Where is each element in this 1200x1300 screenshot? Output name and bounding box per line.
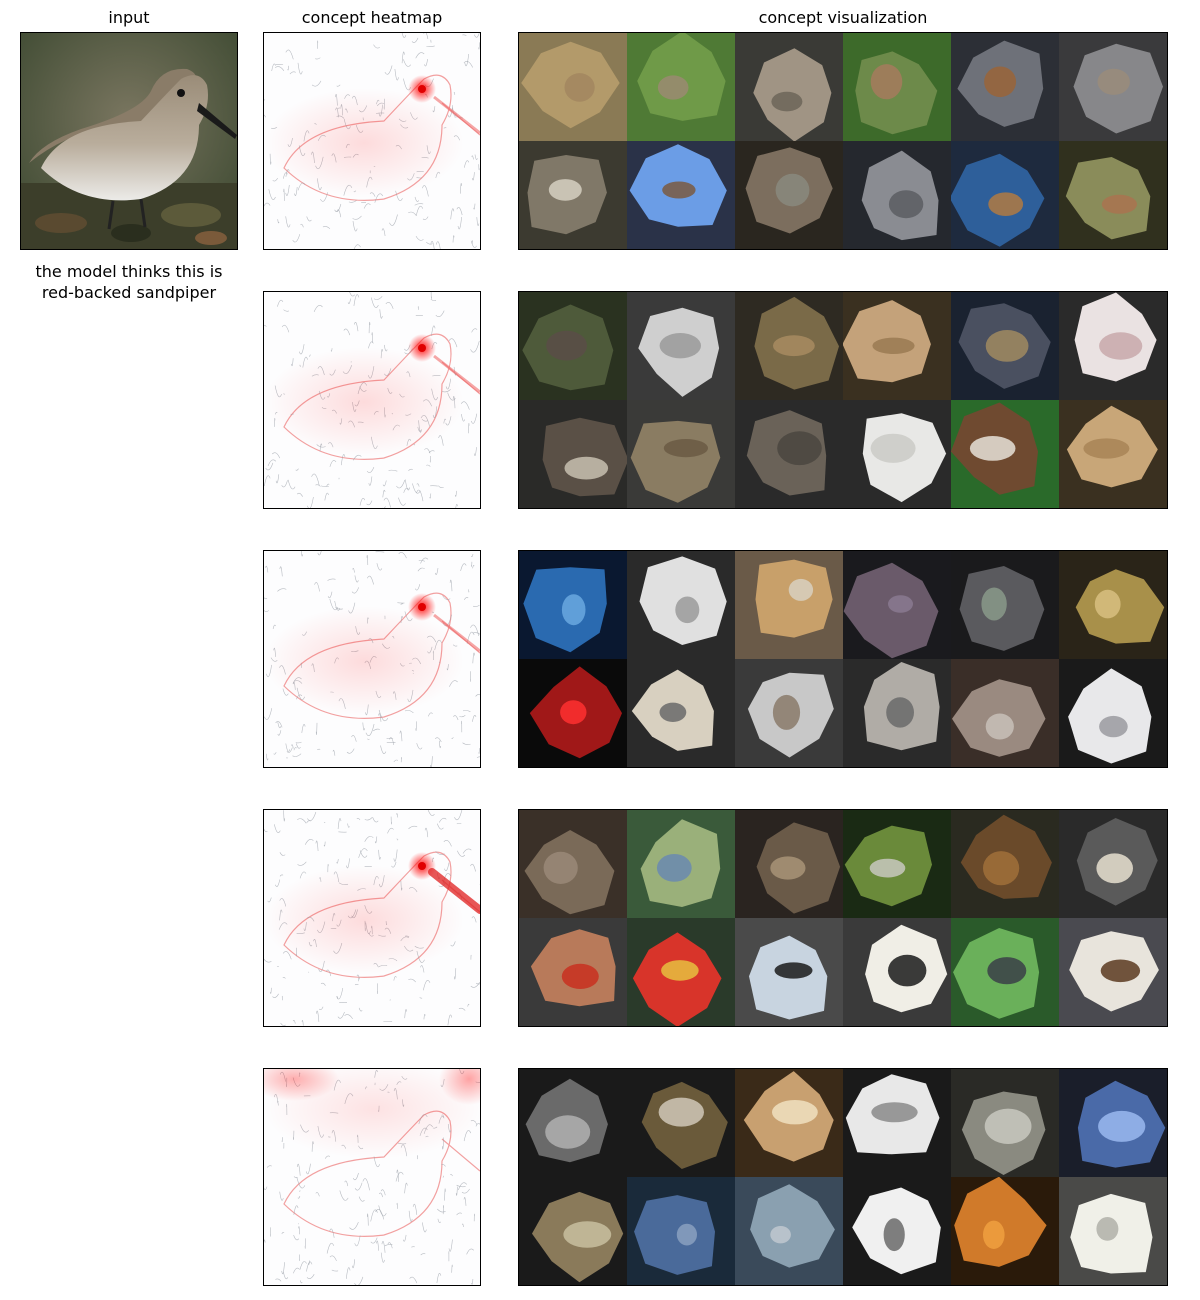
- example-patch: [951, 33, 1059, 141]
- concept-heatmap: [263, 291, 481, 509]
- example-patch: [1059, 1177, 1167, 1285]
- example-patch: [843, 141, 951, 249]
- example-patch: [843, 659, 951, 767]
- concept-heatmap: [263, 1068, 481, 1286]
- example-patch: [951, 551, 1059, 659]
- example-patch: [1059, 400, 1167, 508]
- example-patch: [951, 659, 1059, 767]
- example-patch: [519, 292, 627, 400]
- example-patch: [1059, 33, 1167, 141]
- example-patch: [843, 33, 951, 141]
- example-patch: [519, 659, 627, 767]
- example-patch: [735, 33, 843, 141]
- example-patch: [951, 1069, 1059, 1177]
- heatmap-image: [264, 292, 480, 508]
- heatmap-image: [264, 33, 480, 249]
- input-image: [20, 32, 238, 250]
- example-patch: [1059, 292, 1167, 400]
- example-patch: [627, 551, 735, 659]
- concept-heatmap: [263, 32, 481, 250]
- example-patch: [627, 659, 735, 767]
- example-patch: [843, 292, 951, 400]
- example-patch: [843, 918, 951, 1026]
- example-patch: [951, 918, 1059, 1026]
- example-patch: [735, 400, 843, 508]
- example-patch: [735, 810, 843, 918]
- example-patch: [627, 1069, 735, 1177]
- prediction-label: red-backed sandpiper: [41, 283, 217, 302]
- heatmap-image: [264, 1069, 480, 1285]
- example-patch: [627, 810, 735, 918]
- heatmap-image: [264, 551, 480, 767]
- example-patch: [735, 659, 843, 767]
- example-patch: [519, 141, 627, 249]
- example-patch: [735, 1069, 843, 1177]
- example-patch: [1059, 551, 1167, 659]
- example-patch: [1059, 1069, 1167, 1177]
- example-patch: [627, 400, 735, 508]
- example-patch: [735, 918, 843, 1026]
- example-patch: [1059, 918, 1167, 1026]
- concept-visualization-grid: [518, 809, 1168, 1027]
- concept-heatmap: [263, 550, 481, 768]
- example-patch: [951, 292, 1059, 400]
- heatmap-column-title: concept heatmap: [301, 8, 443, 27]
- concept-visualization-grid: [518, 32, 1168, 250]
- example-patch: [735, 141, 843, 249]
- example-patch: [519, 551, 627, 659]
- prediction-caption: the model thinks this is red-backed sand…: [0, 261, 258, 303]
- example-patch: [1059, 659, 1167, 767]
- visualization-column-title: concept visualization: [758, 8, 928, 27]
- example-patch: [519, 1177, 627, 1285]
- concept-visualization-grid: [518, 550, 1168, 768]
- example-patch: [843, 400, 951, 508]
- concept-visualization-grid: [518, 1068, 1168, 1286]
- example-patch: [627, 141, 735, 249]
- example-patch: [843, 1069, 951, 1177]
- concept-heatmap: [263, 809, 481, 1027]
- example-patch: [519, 1069, 627, 1177]
- caption-line-1: the model thinks this is: [35, 262, 223, 281]
- example-patch: [519, 810, 627, 918]
- example-patch: [735, 1177, 843, 1285]
- example-patch: [519, 400, 627, 508]
- sandpiper-photo: [21, 33, 237, 249]
- example-patch: [627, 292, 735, 400]
- example-patch: [951, 1177, 1059, 1285]
- example-patch: [735, 292, 843, 400]
- example-patch: [627, 33, 735, 141]
- example-patch: [843, 551, 951, 659]
- input-column-title: input: [108, 8, 150, 27]
- concept-visualization-grid: [518, 291, 1168, 509]
- example-patch: [627, 918, 735, 1026]
- example-patch: [519, 918, 627, 1026]
- example-patch: [951, 141, 1059, 249]
- example-patch: [1059, 141, 1167, 249]
- example-patch: [627, 1177, 735, 1285]
- example-patch: [519, 33, 627, 141]
- example-patch: [1059, 810, 1167, 918]
- example-patch: [735, 551, 843, 659]
- example-patch: [951, 400, 1059, 508]
- example-patch: [843, 810, 951, 918]
- example-patch: [951, 810, 1059, 918]
- heatmap-image: [264, 810, 480, 1026]
- example-patch: [843, 1177, 951, 1285]
